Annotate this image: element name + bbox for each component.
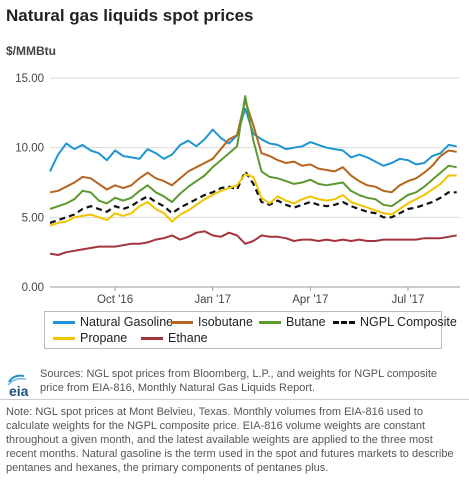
- series-layer: [49, 95, 457, 256]
- eia-logo-icon: eia: [7, 374, 29, 398]
- note-text: Note: NGL spot prices at Mont Belvieu, T…: [6, 406, 454, 474]
- legend-natural-gasoline: Natural Gasoline: [53, 315, 173, 329]
- chart-title: Natural gas liquids spot prices: [6, 6, 254, 25]
- x-tick-label: Jan '17: [194, 294, 231, 306]
- x-tick-label: Jul '17: [391, 294, 424, 306]
- legend-label-ethane: Ethane: [168, 331, 208, 345]
- line-chart: 0.00 5.00 10.00 15.00 Oct '16 Jan '17 Apr '17 J…: [15, 73, 460, 306]
- legend-label-natural-gasoline: Natural Gasoline: [80, 315, 174, 329]
- legend-butane: Butane: [259, 315, 326, 329]
- sources-text: Sources: NGL spot prices from Bloomberg,…: [40, 368, 437, 394]
- y-tick-label: 10.00: [15, 143, 44, 155]
- grid-layer: [50, 77, 460, 291]
- y-tick-label: 15.00: [15, 73, 44, 85]
- chart-legend: Natural Gasoline Isobutane Butane NGPL C…: [44, 311, 457, 349]
- legend-isobutane: Isobutane: [171, 315, 253, 329]
- series-line-natural-gasoline: [49, 107, 457, 172]
- y-axis-unit-label: $/MMBtu: [6, 44, 56, 58]
- legend-label-propane: Propane: [80, 331, 128, 345]
- legend-swatch-butane: [259, 321, 281, 325]
- legend-label-isobutane: Isobutane: [198, 315, 253, 329]
- tick-labels: 0.00 5.00 10.00 15.00 Oct '16 Jan '17 Apr '17 J…: [15, 73, 424, 306]
- legend-propane: Propane: [53, 331, 127, 345]
- series-line-propane: [49, 173, 457, 227]
- x-tick-label: Oct '16: [97, 294, 133, 306]
- legend-swatch-ethane: [141, 337, 163, 341]
- series-line-ethane: [49, 230, 457, 256]
- divider: [0, 399, 469, 400]
- series-line-isobutane: [49, 99, 457, 194]
- legend-swatch-natural-gasoline: [53, 321, 75, 325]
- legend-swatch-propane: [53, 337, 75, 341]
- series-line-ngpl-composite: [49, 170, 457, 224]
- series-line-butane: [49, 95, 457, 210]
- legend-ngpl-composite: NGPL Composite: [333, 315, 457, 329]
- legend-swatch-ngpl-composite: [333, 321, 355, 325]
- eia-logo-text: eia: [9, 383, 29, 398]
- legend-label-butane: Butane: [286, 315, 326, 329]
- legend-swatch-isobutane: [171, 321, 193, 325]
- y-tick-label: 0.00: [22, 282, 44, 294]
- x-tick-label: Apr '17: [292, 294, 328, 306]
- legend-label-ngpl-composite: NGPL Composite: [360, 315, 457, 329]
- y-tick-label: 5.00: [22, 212, 44, 224]
- legend-ethane: Ethane: [141, 331, 208, 345]
